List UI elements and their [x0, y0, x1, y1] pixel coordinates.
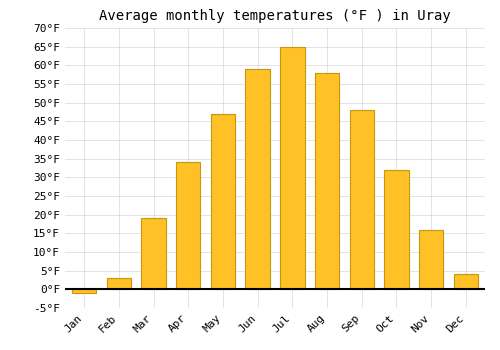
Bar	[211, 114, 235, 289]
Bar	[142, 218, 166, 289]
Bar	[454, 274, 478, 289]
Bar	[384, 170, 408, 289]
Bar	[280, 47, 304, 289]
Bar	[315, 73, 339, 289]
Bar	[106, 278, 131, 289]
Bar	[350, 110, 374, 289]
Bar	[176, 162, 201, 289]
Bar	[419, 230, 444, 289]
Title: Average monthly temperatures (°F ) in Uray: Average monthly temperatures (°F ) in Ur…	[99, 9, 451, 23]
Bar	[72, 289, 96, 293]
Bar	[246, 69, 270, 289]
